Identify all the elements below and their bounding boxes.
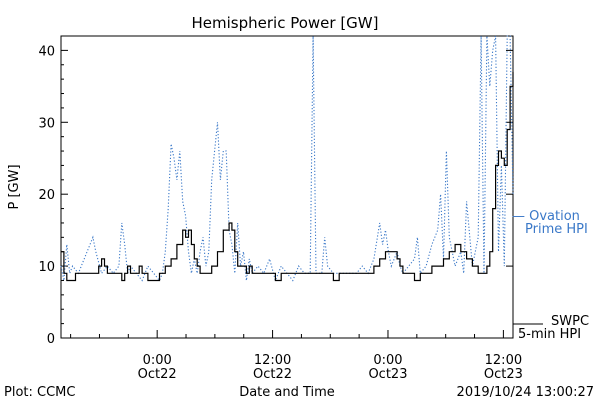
x-tick-date-label: Oct22 [253, 367, 292, 382]
x-tick-time-label: 12:00 [485, 353, 522, 368]
x-tick-date-label: Oct23 [484, 367, 523, 382]
x-tick-time-label: 0:00 [373, 353, 402, 368]
x-tick-date-label: Oct22 [138, 367, 177, 382]
y-tick-label: 0 [47, 332, 55, 347]
x-axis-ticks: 0:00Oct2212:00Oct220:00Oct2312:00Oct230:… [70, 330, 600, 382]
y-tick-label: 40 [38, 44, 55, 59]
y-tick-label: 10 [38, 260, 55, 275]
legend-ovation-line1: — Ovation [512, 209, 580, 224]
series-group [60, 35, 514, 283]
footer-timestamp: 2019/10/24 13:00:27 [457, 385, 594, 400]
series-swpc-line [61, 72, 514, 282]
x-tick-date-label: Oct23 [368, 367, 407, 382]
legend-swpc-line2: 5-min HPI [518, 327, 581, 342]
footer-x-axis-label: Date and Time [239, 385, 335, 400]
series-ovation-line [60, 35, 514, 283]
footer-plot-source: Plot: CCMC [4, 385, 75, 400]
x-tick-time-label: 0:00 [143, 353, 172, 368]
y-tick-label: 30 [38, 116, 55, 131]
legend-swpc-line1: SWPC [551, 314, 589, 329]
y-axis-label: P [GW] [7, 164, 22, 209]
x-tick-time-label: 12:00 [254, 353, 291, 368]
plot-frame [60, 35, 514, 339]
legend-ovation-line2: Prime HPI [525, 222, 588, 237]
y-axis-ticks: 0 10 20 30 40 [38, 35, 513, 347]
chart-title: Hemispheric Power [GW] [192, 14, 379, 32]
y-tick-label: 20 [38, 188, 55, 203]
